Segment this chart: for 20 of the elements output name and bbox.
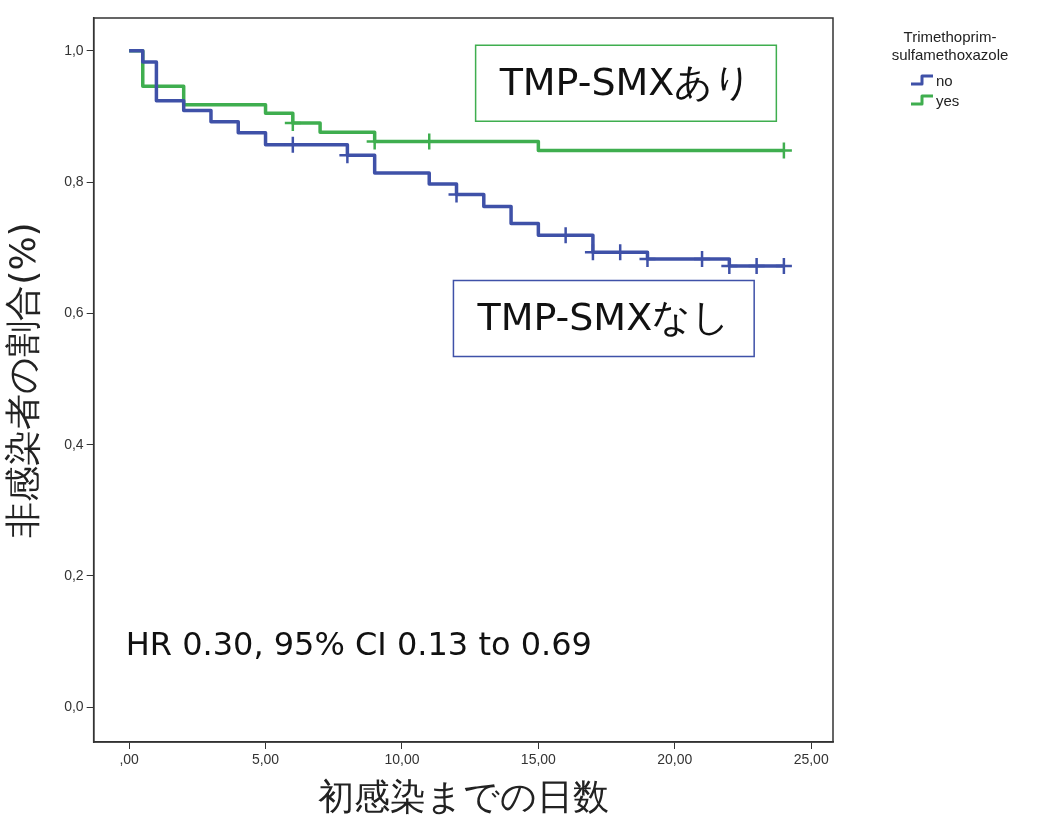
x-axis-title: 初感染までの日数 — [317, 775, 609, 817]
y-tick-label: 0,6 — [64, 304, 84, 321]
y-tick-label: 0,2 — [64, 566, 84, 583]
legend-title: Trimethoprim-sulfamethoxazole — [890, 28, 1010, 64]
x-tick-label: 25,00 — [793, 751, 829, 768]
annotation: HR 0.30, 95% CI 0.13 to 0.69 — [125, 625, 592, 664]
y-axis-title: 非感染者の割合(%) — [1, 222, 43, 538]
legend-label: no — [936, 71, 953, 89]
y-tick-label: 0,8 — [64, 172, 84, 189]
x-tick-label: 20,00 — [657, 751, 693, 768]
y-tick-label: 0,0 — [64, 698, 84, 715]
annotation: TMP-SMXなし — [476, 295, 731, 340]
y-tick-label: 1,0 — [64, 41, 84, 58]
x-tick-label: ,00 — [119, 751, 140, 768]
legend-label: yes — [936, 91, 960, 109]
y-tick-label: 0,4 — [64, 435, 84, 452]
x-tick-label: 10,00 — [384, 751, 420, 768]
x-tick-label: 5,00 — [251, 751, 280, 768]
x-tick-label: 15,00 — [520, 751, 557, 768]
annotation: TMP-SMXあり — [498, 60, 753, 105]
